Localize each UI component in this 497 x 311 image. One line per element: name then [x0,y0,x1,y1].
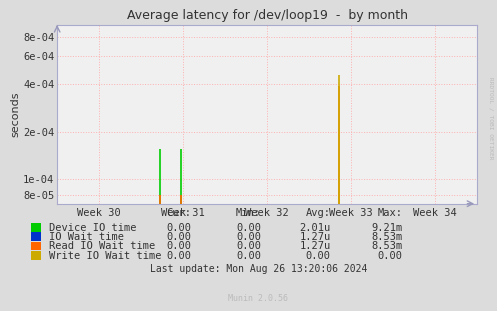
Text: 0.00: 0.00 [378,251,403,261]
Text: Avg:: Avg: [306,208,331,218]
Title: Average latency for /dev/loop19  -  by month: Average latency for /dev/loop19 - by mon… [127,9,408,22]
Text: Cur:: Cur: [166,208,191,218]
Text: 8.53m: 8.53m [371,232,403,242]
Text: RRDTOOL / TOBI OETIKER: RRDTOOL / TOBI OETIKER [488,77,493,160]
Text: 2.01u: 2.01u [299,223,331,233]
Text: Write IO Wait time: Write IO Wait time [49,251,161,261]
Text: 9.21m: 9.21m [371,223,403,233]
Text: 0.00: 0.00 [166,223,191,233]
Text: Min:: Min: [236,208,261,218]
Text: Last update: Mon Aug 26 13:20:06 2024: Last update: Mon Aug 26 13:20:06 2024 [150,264,367,274]
Text: 0.00: 0.00 [236,223,261,233]
Text: IO Wait time: IO Wait time [49,232,124,242]
Text: 1.27u: 1.27u [299,232,331,242]
Text: Device IO time: Device IO time [49,223,136,233]
Text: 0.00: 0.00 [166,232,191,242]
Text: 0.00: 0.00 [236,241,261,251]
Y-axis label: seconds: seconds [10,91,20,137]
Text: 0.00: 0.00 [306,251,331,261]
Text: 0.00: 0.00 [166,251,191,261]
Text: 0.00: 0.00 [236,232,261,242]
Text: 0.00: 0.00 [236,251,261,261]
Text: 0.00: 0.00 [166,241,191,251]
Text: 8.53m: 8.53m [371,241,403,251]
Text: Read IO Wait time: Read IO Wait time [49,241,155,251]
Text: Max:: Max: [378,208,403,218]
Text: Munin 2.0.56: Munin 2.0.56 [229,294,288,303]
Text: 1.27u: 1.27u [299,241,331,251]
